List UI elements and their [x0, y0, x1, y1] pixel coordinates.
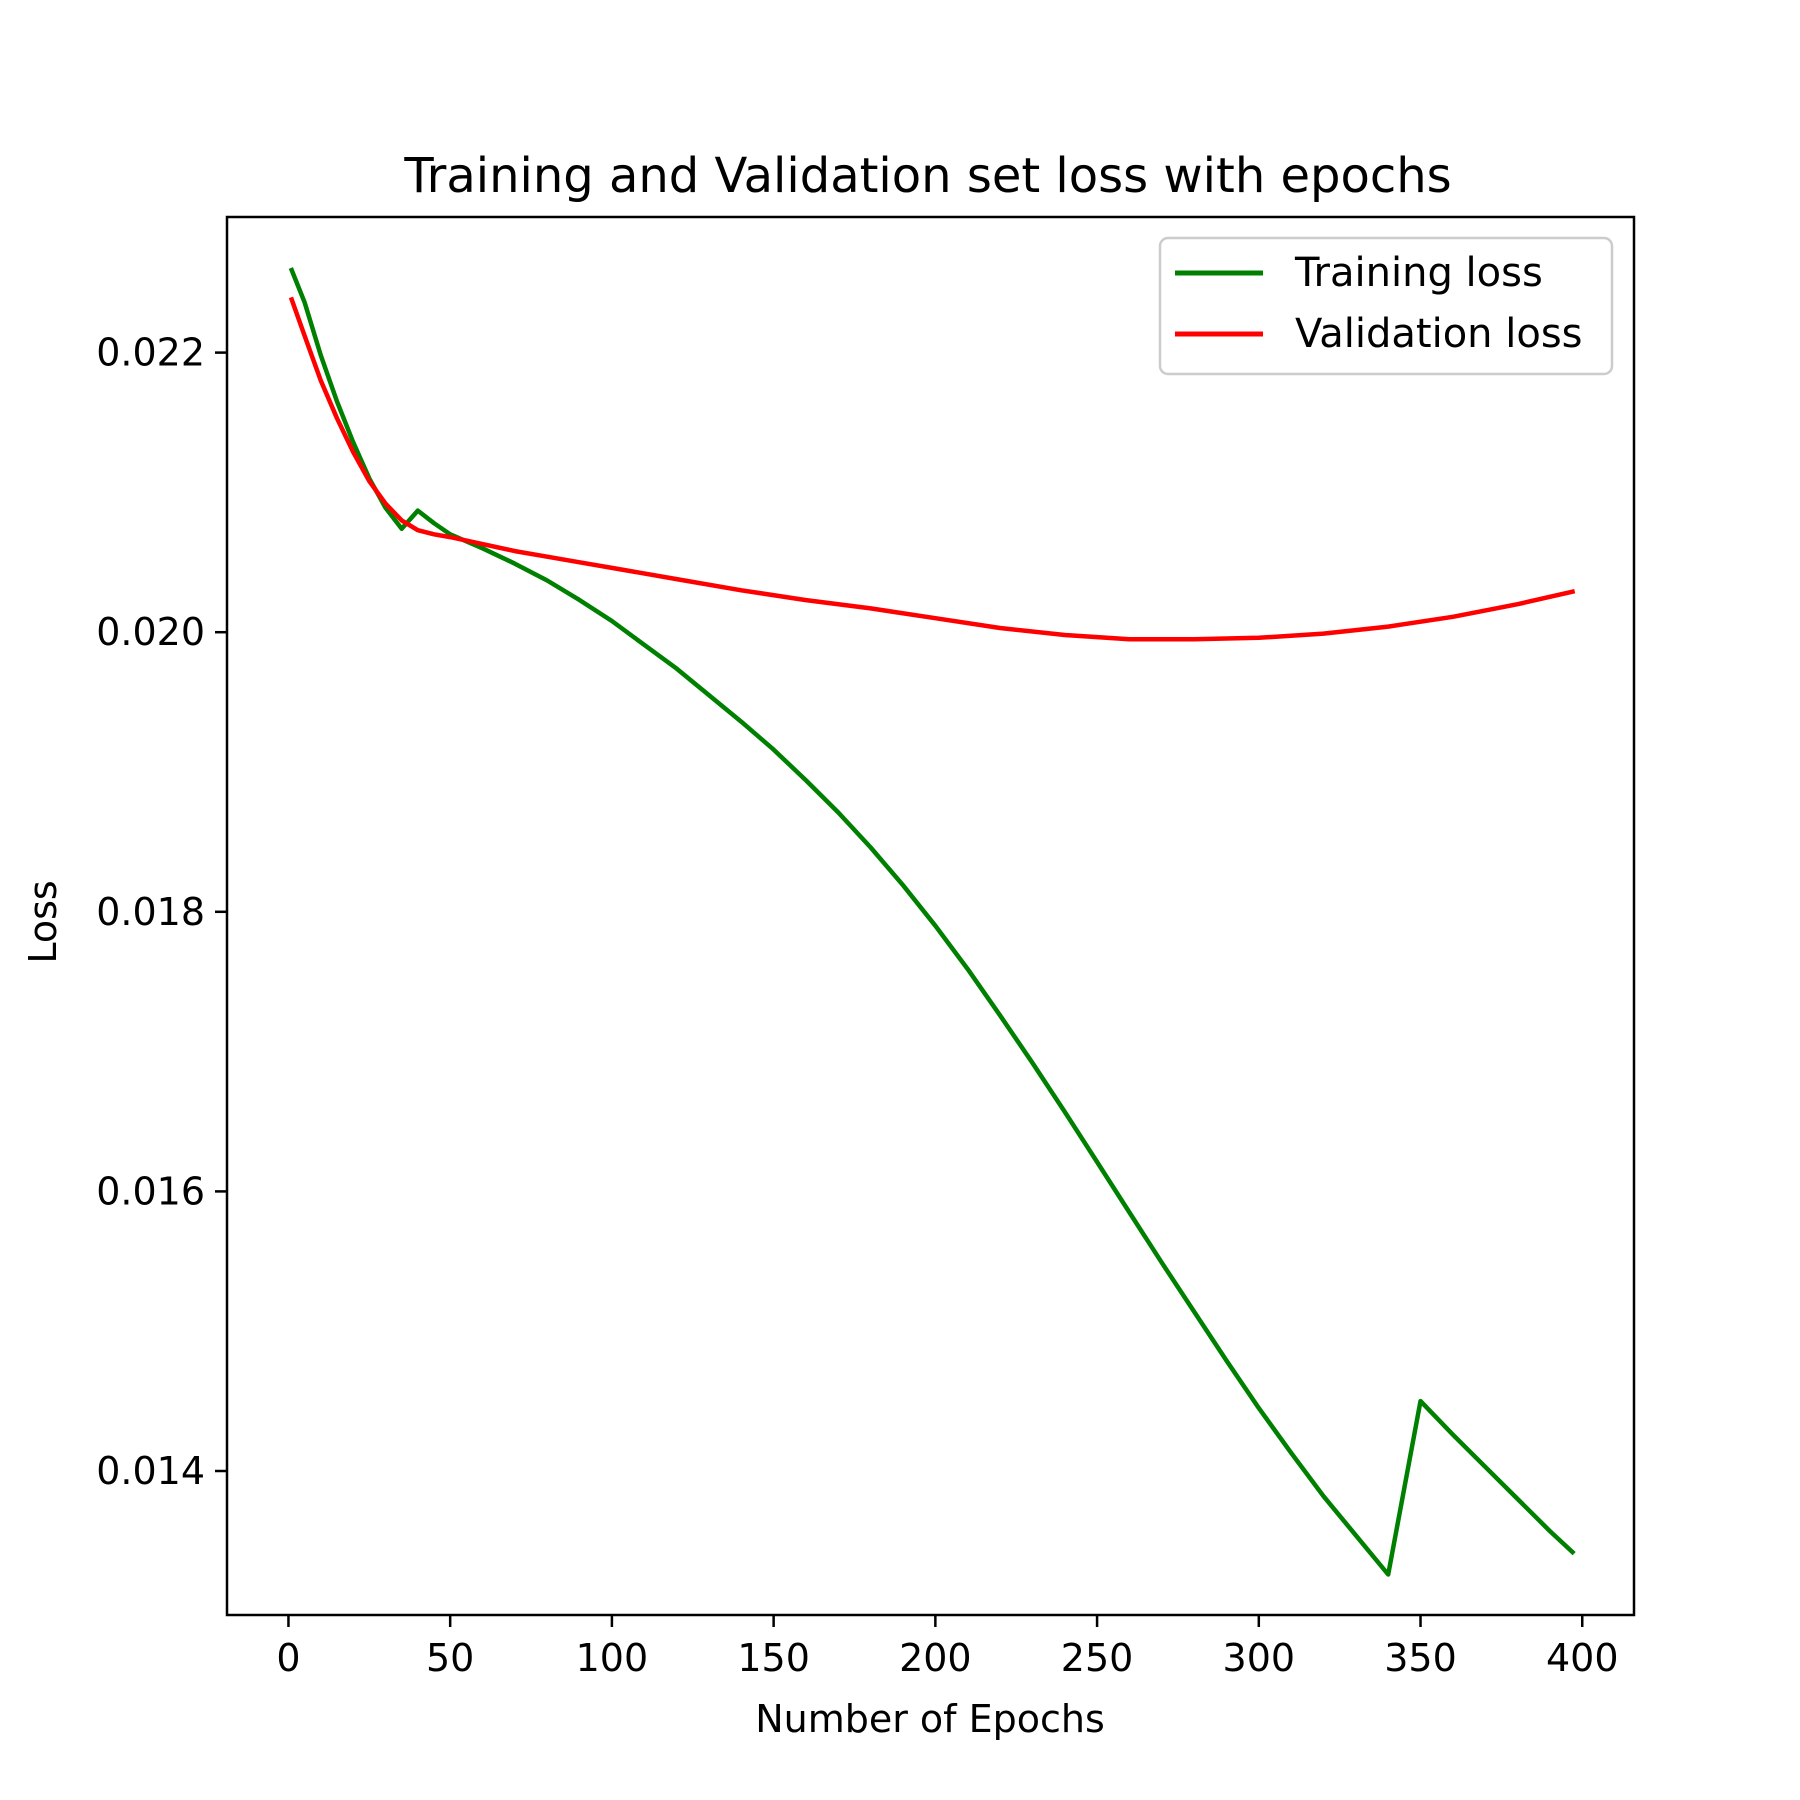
x-axis-ticks: 0 50 100 150 200 250 300 350 400 [276, 1615, 1619, 1680]
legend-label-training: Training loss [1294, 250, 1543, 296]
legend-label-validation: Validation loss [1295, 311, 1583, 357]
series-line-training [288, 267, 1576, 1577]
x-tick-label: 250 [1061, 1636, 1134, 1680]
y-tick-label: 0.022 [96, 331, 205, 375]
y-tick-label: 0.014 [96, 1449, 205, 1493]
y-axis-ticks: 0.014 0.016 0.018 0.020 0.022 [96, 331, 227, 1493]
plot-area [225, 215, 1636, 1617]
series-line-validation [288, 296, 1576, 642]
chart-title: Training and Validation set loss with ep… [403, 148, 1451, 204]
x-tick-label: 350 [1384, 1636, 1457, 1680]
x-tick-label: 300 [1223, 1636, 1296, 1680]
y-axis-label: Loss [21, 880, 65, 963]
y-tick-label: 0.016 [96, 1169, 205, 1213]
x-tick-label: 0 [276, 1636, 300, 1680]
x-tick-label: 150 [737, 1636, 810, 1680]
x-tick-label: 200 [899, 1636, 972, 1680]
x-axis-label: Number of Epochs [755, 1697, 1105, 1741]
x-tick-label: 50 [426, 1636, 474, 1680]
series-layer [288, 267, 1576, 1577]
legend-box [1158, 236, 1614, 376]
x-tick-label: 100 [576, 1636, 649, 1680]
plot-frame [225, 215, 1636, 1617]
legend: Training loss Validation loss [1158, 236, 1614, 376]
y-tick-label: 0.020 [96, 610, 205, 654]
x-tick-label: 400 [1546, 1636, 1619, 1680]
y-tick-label: 0.018 [96, 890, 205, 934]
